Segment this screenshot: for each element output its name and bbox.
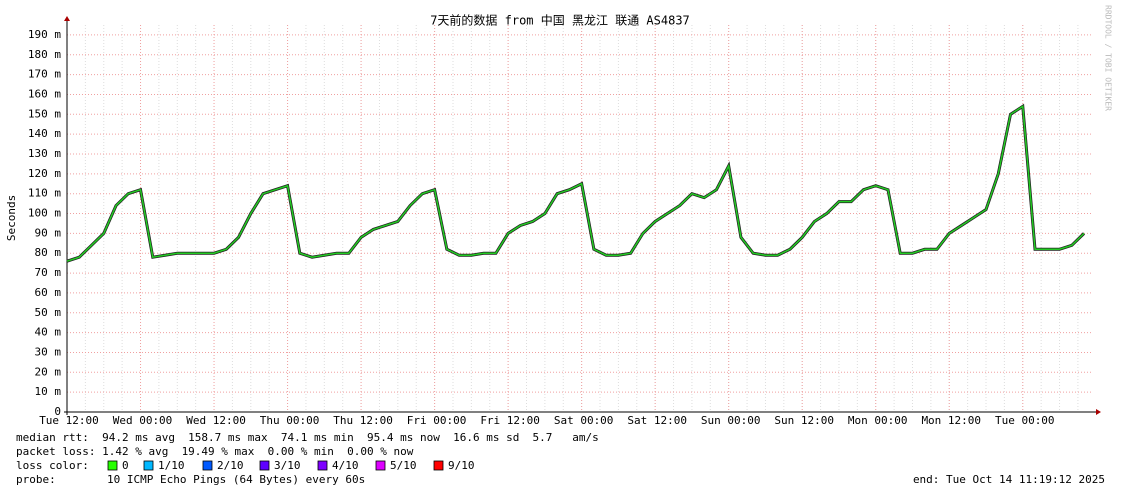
y-tick-label: 80 m [35, 246, 62, 259]
loss-color-label: loss color: [16, 459, 89, 472]
legend-label: 5/10 [390, 459, 417, 472]
y-tick-label: 140 m [28, 127, 61, 140]
legend-swatch [107, 460, 118, 471]
x-tick-label: Sat 00:00 [554, 414, 614, 427]
y-tick-label: 50 m [35, 306, 62, 319]
axis-arrow [64, 16, 70, 21]
legend-swatch [259, 460, 270, 471]
x-tick-label: Fri 00:00 [407, 414, 467, 427]
y-tick-label: 170 m [28, 68, 61, 81]
y-tick-label: 30 m [35, 345, 62, 358]
chart-title: 7天前的数据 from 中国 黑龙江 联通 AS4837 [430, 13, 690, 28]
x-tick-label: Mon 00:00 [848, 414, 908, 427]
legend-label: 2/10 [217, 459, 244, 472]
legend-label: 3/10 [274, 459, 301, 472]
legend-label: 0 [122, 459, 129, 472]
x-tick-label: Mon 12:00 [921, 414, 981, 427]
y-tick-label: 0 [54, 405, 61, 418]
legend-swatch [375, 460, 386, 471]
legend-label: 1/10 [158, 459, 185, 472]
x-tick-label: Wed 00:00 [113, 414, 173, 427]
y-tick-label: 10 m [35, 385, 62, 398]
y-tick-label: 20 m [35, 365, 62, 378]
y-tick-label: 120 m [28, 167, 61, 180]
x-tick-label: Tue 12:00 [39, 414, 99, 427]
probe: 10 ICMP Echo Pings (64 Bytes) every 60s [107, 473, 365, 486]
legend-swatch [202, 460, 213, 471]
legend-swatch [433, 460, 444, 471]
y-tick-label: 110 m [28, 187, 61, 200]
watermark: RRDTOOL / TOBI OETIKER [1104, 5, 1113, 111]
y-tick-label: 180 m [28, 48, 61, 61]
stats: median rtt: 94.2 ms avg 158.7 ms max 74.… [16, 431, 599, 444]
y-tick-label: 160 m [28, 87, 61, 100]
end-time: end: Tue Oct 14 11:19:12 2025 [913, 473, 1105, 486]
legend-label: 4/10 [332, 459, 359, 472]
x-tick-label: Wed 12:00 [186, 414, 246, 427]
probe-label: probe: [16, 473, 56, 486]
y-tick-label: 190 m [28, 28, 61, 41]
y-axis-label: Seconds [5, 195, 18, 241]
axis-arrow [1096, 409, 1101, 415]
y-tick-label: 40 m [35, 326, 62, 339]
legend-label: 9/10 [448, 459, 475, 472]
y-tick-label: 70 m [35, 266, 62, 279]
packet-loss: packet loss: 1.42 % avg 19.49 % max 0.00… [16, 445, 414, 458]
x-tick-label: Sun 00:00 [701, 414, 761, 427]
y-tick-label: 100 m [28, 207, 61, 220]
legend-swatch [143, 460, 154, 471]
y-tick-label: 150 m [28, 107, 61, 120]
y-tick-label: 60 m [35, 286, 62, 299]
x-tick-label: Tue 00:00 [995, 414, 1055, 427]
x-tick-label: Fri 12:00 [480, 414, 540, 427]
legend-swatch [317, 460, 328, 471]
y-tick-label: 90 m [35, 226, 62, 239]
x-tick-label: Sun 12:00 [774, 414, 834, 427]
x-tick-label: Thu 12:00 [333, 414, 393, 427]
x-tick-label: Thu 00:00 [260, 414, 320, 427]
series-line [66, 105, 1085, 262]
x-tick-label: Sat 12:00 [627, 414, 687, 427]
y-tick-label: 130 m [28, 147, 61, 160]
